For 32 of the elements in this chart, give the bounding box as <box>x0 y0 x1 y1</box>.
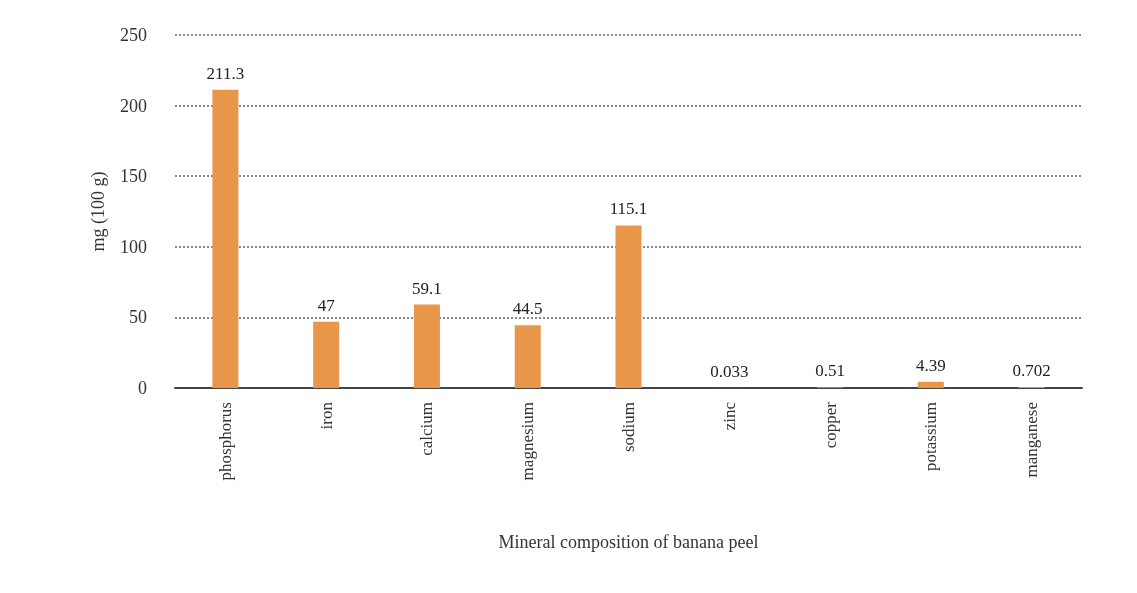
bar <box>413 304 440 388</box>
bar <box>514 325 541 388</box>
y-tick-label: 50 <box>129 307 147 328</box>
y-tick-label: 150 <box>120 166 147 187</box>
data-label: 0.702 <box>1012 361 1051 381</box>
x-tick-label: zinc <box>719 401 739 431</box>
data-label: 0.51 <box>815 361 845 381</box>
x-tick-label: copper <box>820 401 840 449</box>
x-tick-label: manganese <box>1022 402 1042 478</box>
y-tick-label: 0 <box>138 378 147 398</box>
bar <box>615 225 642 388</box>
data-label: 44.5 <box>512 299 543 319</box>
y-axis-title: mg (100 g) <box>88 171 109 252</box>
data-label: 4.39 <box>915 355 946 375</box>
x-tick-label: magnesium <box>518 402 538 481</box>
data-label: 115.1 <box>609 199 648 219</box>
data-label: 0.033 <box>710 361 749 381</box>
y-tick-label: 200 <box>120 95 147 116</box>
data-label: 47 <box>317 295 336 315</box>
x-axis-title: Mineral composition of banana peel <box>498 532 759 552</box>
x-tick-label: calcium <box>417 402 437 456</box>
data-label: 211.3 <box>206 63 245 83</box>
x-tick-label: iron <box>316 401 336 430</box>
x-tick-label: sodium <box>619 402 638 453</box>
y-tick-label: 250 <box>120 25 147 45</box>
bar <box>212 89 239 388</box>
bar <box>917 381 944 388</box>
data-label: 59.1 <box>412 278 442 298</box>
bar <box>313 321 340 388</box>
x-tick-label: potassium <box>921 402 941 471</box>
y-tick-label: 100 <box>120 236 147 257</box>
x-tick-label: phosphorus <box>215 402 235 481</box>
